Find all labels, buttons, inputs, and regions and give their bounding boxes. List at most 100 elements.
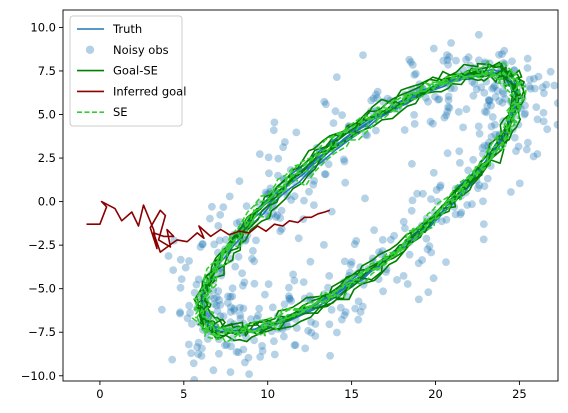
noisy-obs-point xyxy=(379,287,387,296)
noisy-obs-point xyxy=(444,60,452,69)
noisy-obs-point xyxy=(434,95,442,104)
noisy-obs-point xyxy=(483,174,492,183)
noisy-obs-point xyxy=(498,98,507,107)
noisy-obs-point xyxy=(469,155,478,164)
noisy-obs-point xyxy=(480,107,489,116)
noisy-obs-point xyxy=(301,344,310,353)
noisy-obs-point xyxy=(227,342,235,351)
noisy-obs-point xyxy=(475,181,484,190)
noisy-obs-point xyxy=(325,272,334,280)
noisy-obs-point xyxy=(479,220,488,229)
noisy-obs-point xyxy=(427,248,436,257)
noisy-obs-point xyxy=(479,197,487,206)
noisy-obs-point xyxy=(212,293,221,302)
noisy-obs-point xyxy=(403,280,412,288)
noisy-obs-point xyxy=(347,258,356,266)
noisy-obs-point xyxy=(501,95,510,103)
noisy-obs-point xyxy=(553,120,558,129)
noisy-obs-point xyxy=(230,306,239,315)
noisy-obs-point xyxy=(393,276,401,284)
noisy-obs-point xyxy=(311,332,320,340)
noisy-obs-point xyxy=(300,196,308,205)
noisy-obs-point xyxy=(255,150,264,159)
noisy-obs-point xyxy=(222,340,231,349)
noisy-obs-point xyxy=(285,292,293,301)
noisy-obs-point xyxy=(534,72,543,81)
x-tick-label: 0 xyxy=(96,387,103,401)
noisy-obs-point xyxy=(514,142,523,151)
noisy-obs-point xyxy=(450,84,459,93)
noisy-obs-point xyxy=(268,303,277,312)
x-tick-label: 5 xyxy=(180,387,187,401)
noisy-obs-point xyxy=(378,236,387,244)
noisy-obs-point xyxy=(223,298,232,307)
noisy-obs-point xyxy=(158,305,166,314)
noisy-obs-point xyxy=(372,90,380,99)
noisy-obs-point xyxy=(410,120,419,128)
noisy-obs-point xyxy=(521,109,529,118)
noisy-obs-point xyxy=(327,207,336,216)
noisy-obs-point xyxy=(480,89,489,97)
noisy-obs-point xyxy=(299,278,308,286)
noisy-obs-point xyxy=(215,236,224,245)
noisy-obs-point xyxy=(329,119,338,127)
noisy-obs-point xyxy=(539,108,548,117)
noisy-obs-point xyxy=(327,306,336,314)
noisy-obs-point xyxy=(280,332,288,341)
noisy-obs-point xyxy=(475,56,483,65)
noisy-obs-point xyxy=(320,170,329,179)
noisy-obs-point xyxy=(405,55,414,64)
noisy-obs-point xyxy=(198,344,206,353)
noisy-obs-point xyxy=(489,83,498,92)
noisy-obs-point xyxy=(219,312,228,321)
noisy-obs-point xyxy=(422,234,431,243)
noisy-obs-point xyxy=(443,51,451,59)
noisy-obs-point xyxy=(484,95,493,104)
noisy-obs-point xyxy=(305,187,313,196)
noisy-obs-point xyxy=(472,85,481,94)
noisy-obs-point xyxy=(221,235,230,244)
noisy-obs-point xyxy=(285,294,294,303)
noisy-obs-point xyxy=(320,241,328,249)
noisy-obs-point xyxy=(341,308,350,316)
noisy-obs-point xyxy=(401,224,409,233)
noisy-obs-point xyxy=(474,122,483,131)
noisy-obs-point xyxy=(322,100,330,109)
noisy-obs-point xyxy=(265,169,273,178)
noisy-obs-point xyxy=(477,83,486,92)
legend: Truth Noisy obs Goal-SE Inferred goal SE xyxy=(69,15,186,127)
noisy-obs-point xyxy=(464,53,473,62)
noisy-obs-point xyxy=(193,343,202,351)
noisy-obs-point xyxy=(194,338,203,347)
noisy-obs-point xyxy=(188,320,196,328)
noisy-obs-point xyxy=(474,184,482,193)
noisy-obs-point xyxy=(339,155,348,164)
legend-label: SE xyxy=(113,105,128,119)
noisy-obs-point xyxy=(324,283,332,292)
noisy-obs-point xyxy=(309,180,318,189)
noisy-obs-point xyxy=(418,256,426,264)
x-tick-label: 15 xyxy=(344,387,359,401)
noisy-obs-point xyxy=(168,355,177,364)
noisy-obs-point xyxy=(480,182,489,191)
noisy-obs-point xyxy=(370,226,378,235)
y-tick-label: 2.5 xyxy=(38,151,56,165)
noisy-obs-point xyxy=(250,279,259,288)
noisy-obs-point xyxy=(443,107,452,116)
noisy-obs-point xyxy=(277,225,286,233)
noisy-obs-point xyxy=(239,281,247,290)
noisy-obs-point xyxy=(498,87,507,96)
noisy-obs-point xyxy=(181,263,190,272)
noisy-obs-point xyxy=(338,315,346,324)
noisy-obs-point xyxy=(425,242,434,251)
noisy-obs-point xyxy=(407,206,416,215)
noisy-obs-point xyxy=(185,257,194,265)
plot-area xyxy=(86,30,558,381)
noisy-obs-point xyxy=(475,129,484,138)
noisy-obs-point xyxy=(413,189,421,198)
noisy-obs-point xyxy=(216,211,225,219)
noisy-obs-point xyxy=(361,130,370,139)
noisy-obs-point xyxy=(386,235,395,244)
noisy-obs-point xyxy=(424,97,432,106)
noisy-obs-point xyxy=(447,39,455,47)
